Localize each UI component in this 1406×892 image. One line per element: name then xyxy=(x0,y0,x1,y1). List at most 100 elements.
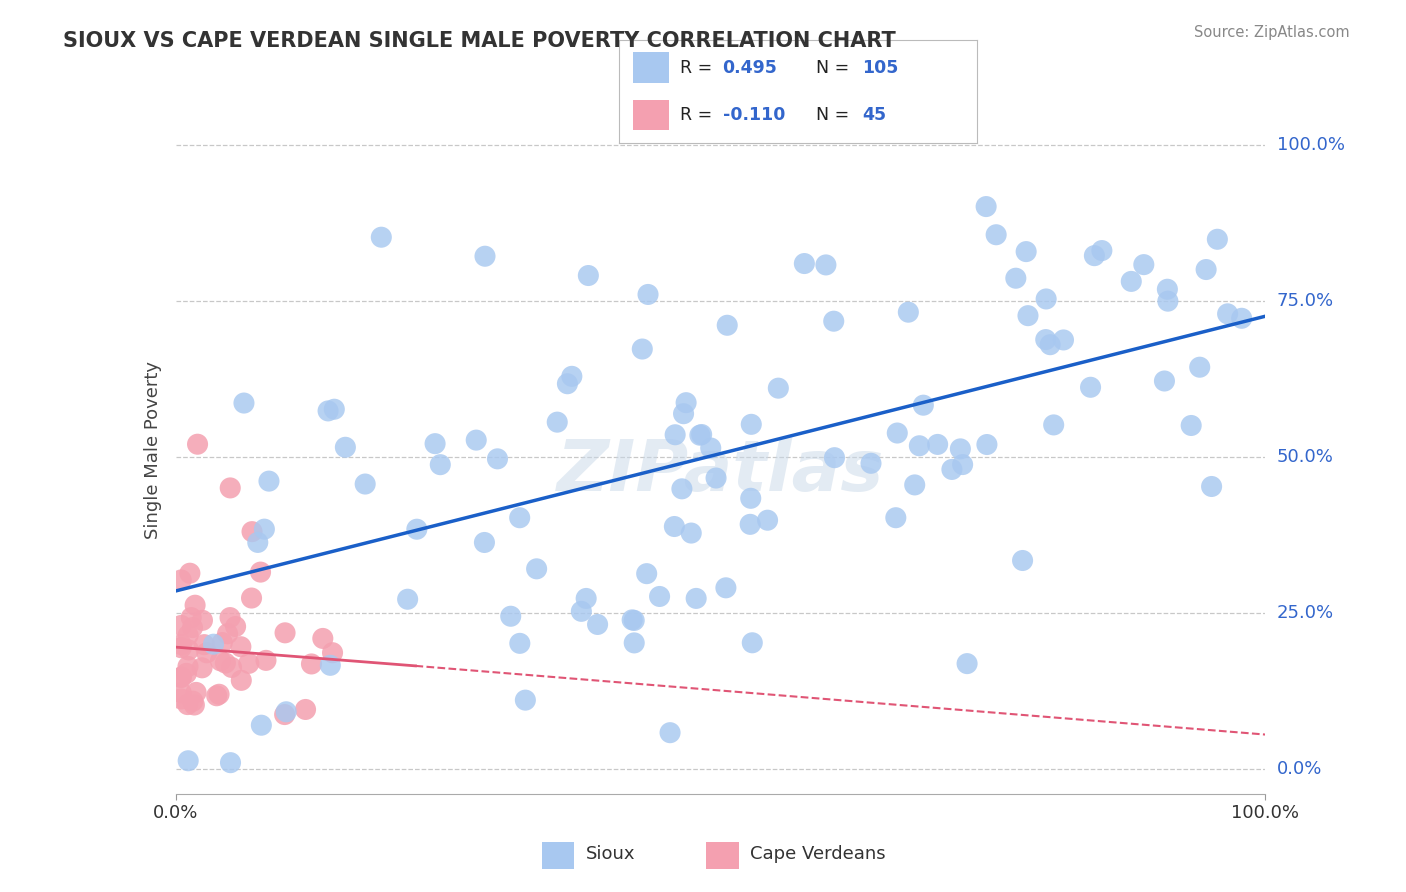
Point xyxy=(231,673,253,688)
Point xyxy=(1133,258,1156,272)
Point xyxy=(884,510,907,524)
Point xyxy=(202,637,225,651)
Point xyxy=(699,441,721,455)
Point xyxy=(740,417,762,432)
Point xyxy=(648,590,671,604)
Point xyxy=(396,592,419,607)
Point xyxy=(257,474,280,488)
Point xyxy=(246,535,269,549)
Point xyxy=(716,318,738,333)
Point xyxy=(181,621,204,635)
Point xyxy=(623,636,645,650)
Point xyxy=(250,718,273,732)
Text: R =: R = xyxy=(679,106,717,124)
Point xyxy=(354,477,377,491)
Point xyxy=(208,687,231,701)
Point xyxy=(561,369,583,384)
Point xyxy=(1201,479,1223,493)
Point xyxy=(690,427,713,442)
FancyBboxPatch shape xyxy=(541,842,575,869)
Text: 0.495: 0.495 xyxy=(723,59,778,77)
Point xyxy=(177,628,200,642)
Point xyxy=(689,428,711,442)
Text: -0.110: -0.110 xyxy=(723,106,785,124)
Point xyxy=(672,407,695,421)
Point xyxy=(1035,292,1057,306)
Point xyxy=(219,756,242,770)
Point xyxy=(927,437,949,451)
Point xyxy=(183,698,205,712)
Point xyxy=(621,613,644,627)
Point xyxy=(322,646,344,660)
Text: N =: N = xyxy=(815,59,855,77)
Point xyxy=(184,685,207,699)
Point xyxy=(474,535,496,549)
Point xyxy=(1188,360,1211,375)
Point xyxy=(636,566,658,581)
Y-axis label: Single Male Poverty: Single Male Poverty xyxy=(143,361,162,540)
Point xyxy=(176,698,198,712)
Point xyxy=(177,643,200,657)
Point xyxy=(526,562,548,576)
Point xyxy=(897,305,920,319)
Point xyxy=(191,613,214,627)
Point xyxy=(904,478,927,492)
Point xyxy=(274,625,297,640)
Text: Source: ZipAtlas.com: Source: ZipAtlas.com xyxy=(1194,25,1350,40)
Point xyxy=(301,657,323,671)
Point xyxy=(1039,337,1062,351)
Point xyxy=(184,599,207,613)
Point xyxy=(949,442,972,456)
Point xyxy=(824,450,846,465)
Point xyxy=(685,591,707,606)
Point xyxy=(956,657,979,671)
Point xyxy=(586,617,609,632)
Text: 105: 105 xyxy=(862,59,898,77)
Point xyxy=(423,436,446,450)
Point xyxy=(191,661,214,675)
Point xyxy=(714,581,737,595)
Text: 100.0%: 100.0% xyxy=(1277,136,1344,153)
Point xyxy=(1206,232,1229,246)
Point xyxy=(952,458,974,472)
Point xyxy=(1080,380,1102,394)
Text: 25.0%: 25.0% xyxy=(1277,604,1334,622)
Point xyxy=(623,614,645,628)
Point xyxy=(253,522,276,536)
Point xyxy=(1230,311,1253,326)
Point xyxy=(221,660,243,674)
Point xyxy=(637,287,659,301)
Point xyxy=(1083,249,1105,263)
Point xyxy=(1157,294,1180,309)
Point xyxy=(170,638,193,652)
Point xyxy=(1121,274,1143,288)
Point xyxy=(986,227,1008,242)
Point xyxy=(211,635,233,649)
Point xyxy=(254,653,277,667)
Point xyxy=(631,342,654,356)
Point xyxy=(499,609,522,624)
Point xyxy=(170,618,193,632)
Point xyxy=(704,471,727,485)
Point xyxy=(249,565,271,579)
Point xyxy=(170,685,193,699)
Point xyxy=(859,456,882,470)
Point xyxy=(1195,262,1218,277)
Point xyxy=(181,694,204,708)
Point xyxy=(976,437,998,451)
Point xyxy=(319,658,342,673)
Text: Sioux: Sioux xyxy=(585,845,636,863)
Point xyxy=(664,427,686,442)
Point xyxy=(1015,244,1038,259)
Point xyxy=(1004,271,1026,285)
Point xyxy=(509,636,531,650)
Point xyxy=(176,666,198,681)
Point xyxy=(575,591,598,606)
Point xyxy=(276,705,298,719)
Point xyxy=(205,689,228,703)
Point xyxy=(217,626,239,640)
Point xyxy=(823,314,845,328)
Point xyxy=(474,249,496,263)
Point xyxy=(233,396,256,410)
Text: 75.0%: 75.0% xyxy=(1277,292,1334,310)
